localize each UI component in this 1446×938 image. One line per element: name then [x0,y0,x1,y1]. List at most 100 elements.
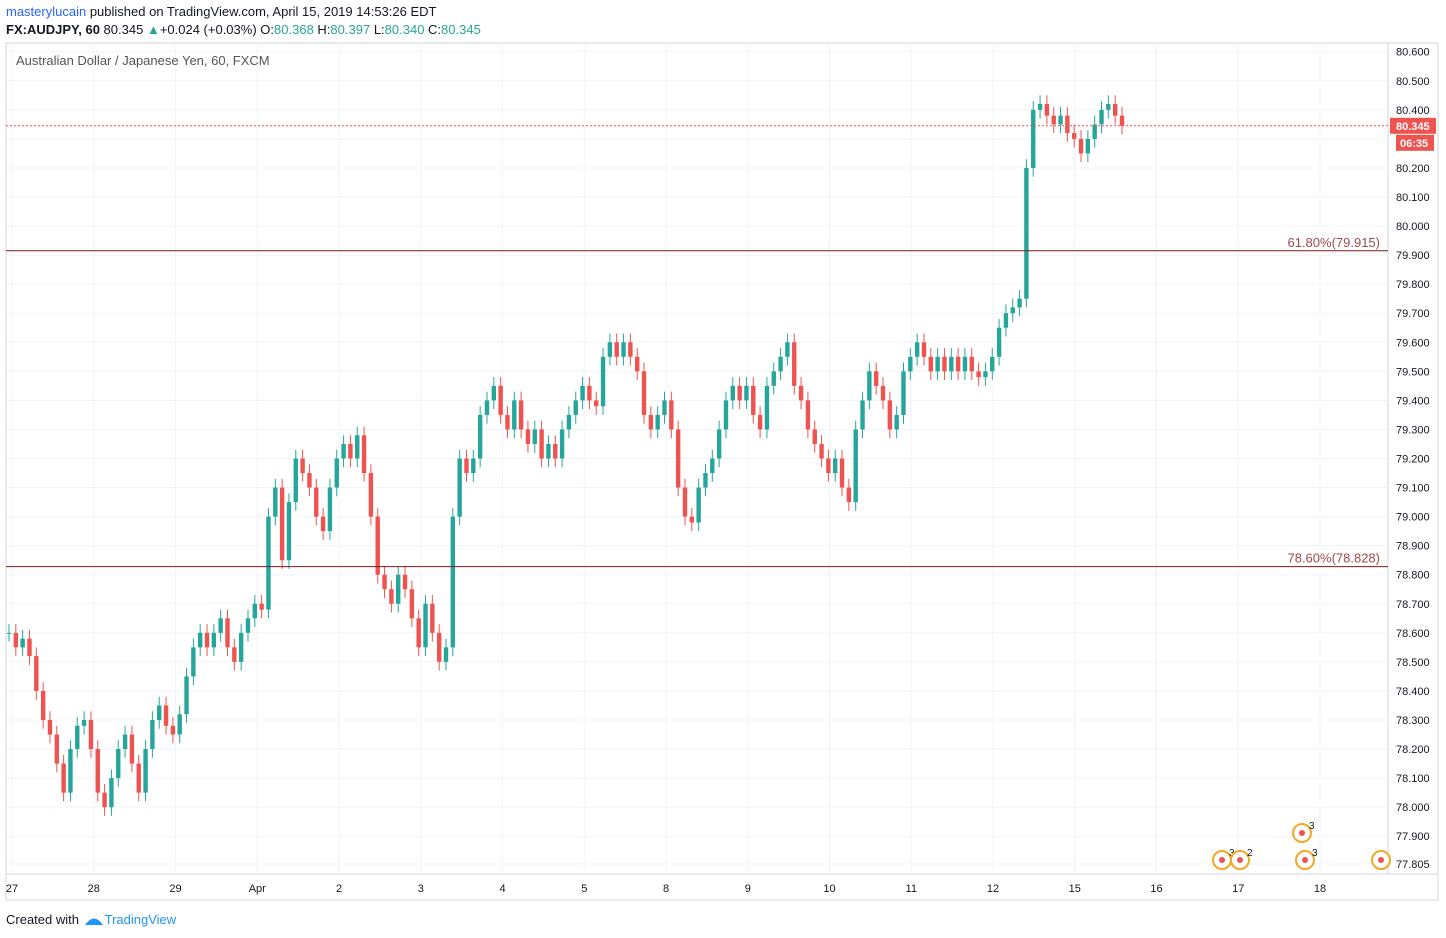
candle [696,487,701,523]
candle [245,618,251,633]
candle [792,342,797,386]
candle [68,749,73,793]
candle [457,458,462,517]
tradingview-brand-link[interactable]: TradingView [104,912,177,927]
event-marker-dot [1299,830,1305,836]
price-axis[interactable] [1387,42,1439,875]
candle [846,487,852,503]
candle [334,458,339,488]
candle [669,400,674,430]
candle [409,589,415,619]
candle [969,356,974,372]
event-marker-dot [1378,857,1384,863]
candle [163,705,169,726]
candle [238,632,244,662]
candle [477,414,483,459]
y-tick-label: 79.100 [1396,483,1430,495]
footer: Created with TradingView [6,912,176,928]
y-tick-label: 78.600 [1396,628,1430,640]
candle [491,385,497,401]
candle [655,414,660,430]
candle [273,487,278,517]
last-price-tag [1390,117,1436,134]
candle [689,516,695,523]
candle [81,720,87,726]
candle [716,429,722,459]
candle [314,487,319,517]
candle [894,414,899,430]
candle [129,734,135,764]
candle [553,443,558,459]
candle [744,385,749,401]
event-count-label: 2 [1247,848,1253,859]
candle [191,647,196,677]
candle [778,356,783,372]
candle [443,647,449,662]
published-text: published on TradingView.com, April 15, … [86,4,437,19]
created-with-label: Created with [6,912,79,927]
y-tick-label: 77.900 [1396,831,1430,843]
event-marker-dot [1219,857,1225,863]
y-tick-label: 79.600 [1396,337,1430,349]
y-tick-label: 79.900 [1396,250,1430,262]
candle [430,603,435,633]
candle [1044,104,1050,116]
price-change: +0.024 (+0.03%) [159,22,257,37]
candle [450,516,456,648]
candle [102,792,107,808]
y-tick-label: 79.800 [1396,279,1430,291]
candle [218,618,223,633]
candle [1010,307,1015,314]
x-tick-label: 16 [1150,883,1162,895]
y-tick-label: 80.000 [1396,221,1430,233]
x-tick-label: 27 [6,883,18,895]
candle [901,371,906,415]
y-tick-label: 78.700 [1396,599,1430,611]
candle [805,400,811,430]
low-value: 80.340 [384,22,425,37]
candle [225,618,230,648]
candle [143,749,148,793]
symbol-legend: FX:AUDJPY, 60 80.345 ▲+0.024 (+0.03%) O:… [6,22,481,37]
candle [396,574,401,604]
open-label: O: [260,22,275,37]
y-tick-label: 78.400 [1396,686,1430,698]
high-label: H: [317,22,331,37]
y-tick-label: 80.600 [1396,47,1430,59]
candle [512,400,517,430]
candle [873,371,879,386]
candle [423,603,428,648]
candle [621,342,626,357]
close-value: 80.345 [441,22,481,37]
publisher-username[interactable]: masterylucain [6,4,87,19]
candle [389,589,394,604]
candle [955,356,961,372]
y-tick-label: 80.400 [1396,105,1430,117]
y-tick-label: 77.805 [1396,859,1430,871]
candle [723,400,729,430]
y-tick-label: 80.100 [1396,192,1430,204]
candle [525,429,531,444]
x-tick-label: 12 [987,883,999,895]
candle [382,574,387,590]
candle [990,356,995,372]
candle [641,371,647,415]
tradingview-logo-icon [84,918,103,925]
candle [914,342,920,357]
candle [307,473,312,488]
candle [368,473,374,517]
time-axis[interactable] [5,873,1439,901]
y-tick-label: 79.400 [1396,395,1430,407]
candle [436,632,442,662]
candle [416,618,421,648]
y-tick-label: 79.000 [1396,512,1430,524]
y-tick-label: 78.300 [1396,715,1430,727]
x-tick-label: 8 [663,883,669,895]
y-tick-label: 78.000 [1396,802,1430,814]
event-count-label: 3 [1229,848,1235,859]
y-tick-label: 79.500 [1396,366,1430,378]
candle [1112,104,1118,116]
candle [136,763,141,793]
candle [1031,109,1036,168]
